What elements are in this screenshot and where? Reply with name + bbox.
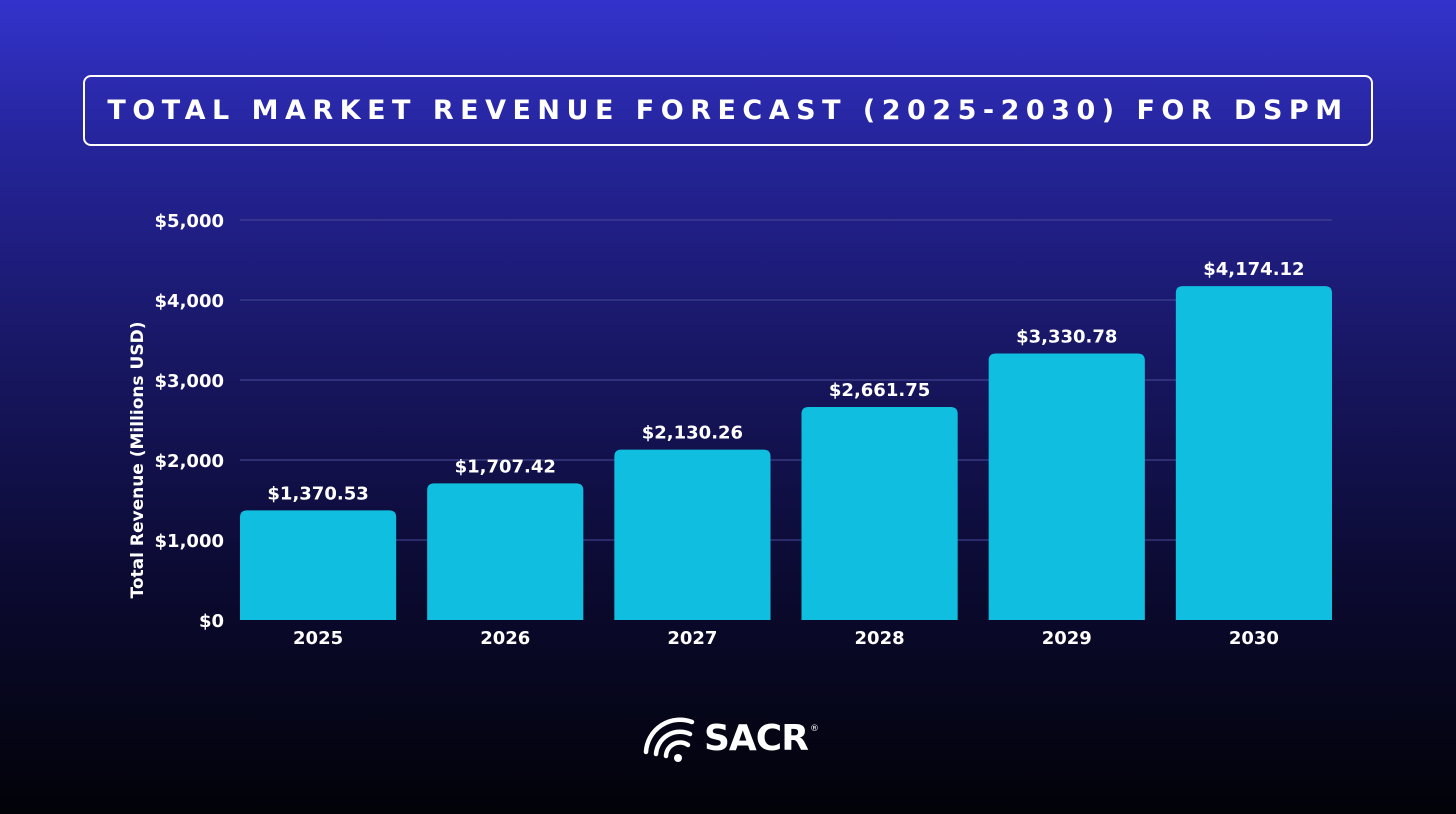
wifi-signal-icon — [643, 717, 695, 762]
y-tick-label: $1,000 — [155, 531, 224, 552]
x-tick-label: 2029 — [1042, 628, 1092, 649]
data-label-2026: $1,707.42 — [455, 456, 556, 477]
data-label-2029: $3,330.78 — [1016, 327, 1117, 348]
y-tick-label: $0 — [199, 611, 224, 632]
y-tick-label: $5,000 — [155, 211, 224, 232]
registered-mark: ® — [809, 724, 819, 734]
x-tick-label: 2026 — [480, 628, 530, 649]
chart-title: TOTAL MARKET REVENUE FORECAST (2025-2030… — [107, 95, 1349, 126]
bars — [240, 286, 1332, 620]
y-axis-label: Total Revenue (Millions USD) — [128, 322, 148, 599]
grid-lines — [240, 219, 1332, 541]
bar-2026 — [427, 483, 584, 620]
bar-2029 — [988, 353, 1145, 620]
data-label-2030: $4,174.12 — [1203, 259, 1304, 280]
data-label-2028: $2,661.75 — [829, 380, 930, 401]
data-label-2025: $1,370.53 — [267, 483, 368, 504]
bar-2027 — [614, 449, 771, 620]
chart-title-box: TOTAL MARKET REVENUE FORECAST (2025-2030… — [83, 75, 1373, 146]
bar-2025 — [240, 510, 397, 620]
y-tick-label: $4,000 — [155, 291, 224, 312]
x-axis-ticks: 2025 2026 2027 2028 2029 2030 — [293, 628, 1279, 649]
logo-text: SACR — [704, 717, 809, 759]
y-tick-label: $3,000 — [155, 371, 224, 392]
sacr-logo: SACR ® — [640, 712, 819, 764]
x-tick-label: 2025 — [293, 628, 343, 649]
x-tick-label: 2027 — [667, 628, 717, 649]
bar-2028 — [801, 407, 958, 620]
bar-2030 — [1175, 286, 1332, 620]
y-tick-label: $2,000 — [155, 451, 224, 472]
x-tick-label: 2028 — [855, 628, 905, 649]
x-tick-label: 2030 — [1229, 628, 1279, 649]
y-axis-ticks: $0 $1,000 $2,000 $3,000 $4,000 $5,000 — [155, 211, 224, 632]
data-labels: $1,370.53 $1,707.42 $2,130.26 $2,661.75 $3,3… — [267, 259, 1304, 504]
data-label-2027: $2,130.26 — [642, 423, 743, 444]
